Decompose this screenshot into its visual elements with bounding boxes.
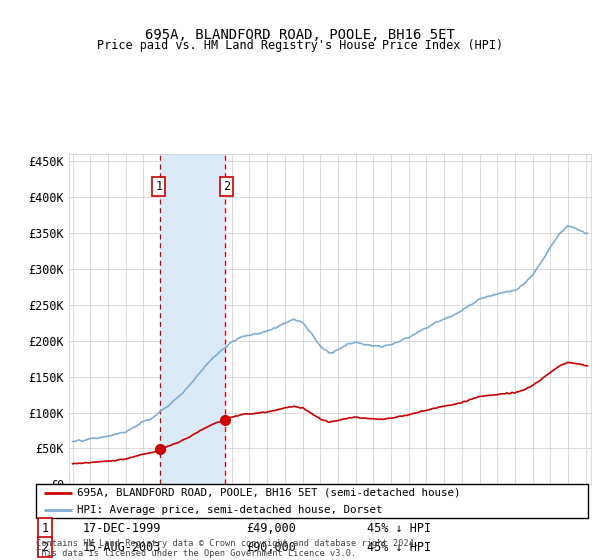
Text: £90,000: £90,000 xyxy=(246,540,296,553)
Text: Contains HM Land Registry data © Crown copyright and database right 2024.
This d: Contains HM Land Registry data © Crown c… xyxy=(36,539,419,558)
Text: 695A, BLANDFORD ROAD, POOLE, BH16 5ET (semi-detached house): 695A, BLANDFORD ROAD, POOLE, BH16 5ET (s… xyxy=(77,488,461,498)
Text: 15-AUG-2003: 15-AUG-2003 xyxy=(83,540,161,553)
Text: 17-DEC-1999: 17-DEC-1999 xyxy=(83,522,161,535)
Text: 695A, BLANDFORD ROAD, POOLE, BH16 5ET: 695A, BLANDFORD ROAD, POOLE, BH16 5ET xyxy=(145,28,455,42)
Text: 2: 2 xyxy=(223,180,230,193)
Text: 1: 1 xyxy=(41,522,49,535)
Text: 45% ↓ HPI: 45% ↓ HPI xyxy=(367,540,431,553)
Text: Price paid vs. HM Land Registry's House Price Index (HPI): Price paid vs. HM Land Registry's House … xyxy=(97,39,503,52)
Text: £49,000: £49,000 xyxy=(246,522,296,535)
Text: HPI: Average price, semi-detached house, Dorset: HPI: Average price, semi-detached house,… xyxy=(77,505,383,515)
FancyBboxPatch shape xyxy=(36,484,588,518)
Text: 1: 1 xyxy=(155,180,163,193)
Text: 45% ↓ HPI: 45% ↓ HPI xyxy=(367,522,431,535)
Text: 2: 2 xyxy=(41,540,49,553)
Bar xyxy=(160,154,225,484)
